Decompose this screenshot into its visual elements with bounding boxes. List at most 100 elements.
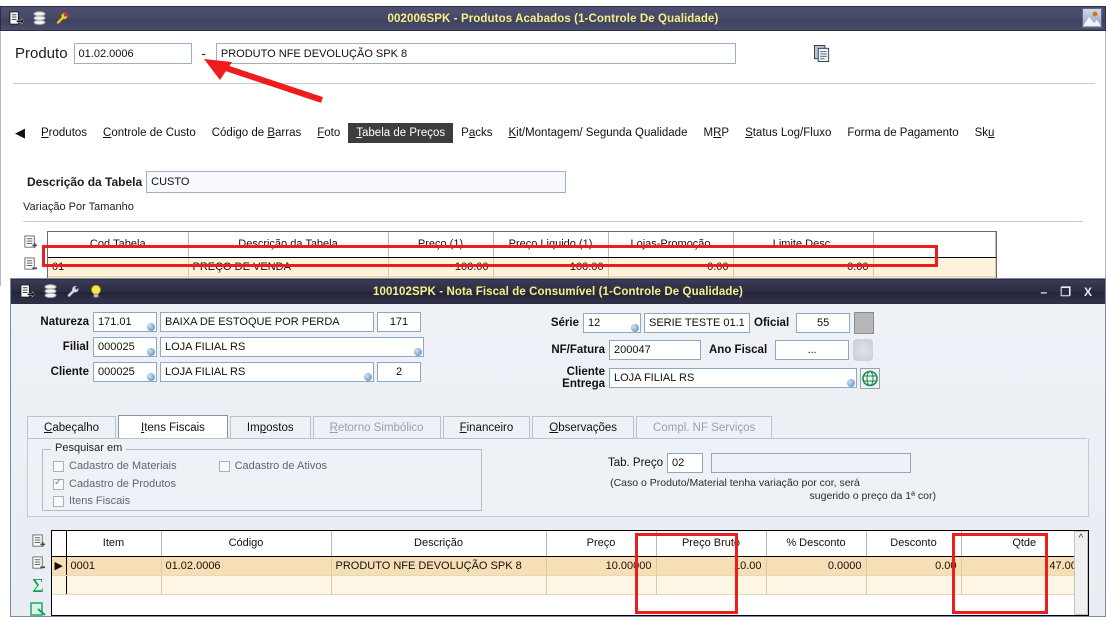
- window2-body: Natureza 171.01 BAIXA DE ESTOQUE POR PER…: [11, 304, 1105, 616]
- checkbox-cadastro-materiais[interactable]: Cadastro de Materiais: [53, 460, 177, 472]
- cliente-extra-input[interactable]: 2: [377, 362, 421, 382]
- delete-record-icon[interactable]: [17, 253, 43, 275]
- window2-titlebar[interactable]: 100102SPK - Nota Fiscal de Consumível (1…: [11, 279, 1105, 304]
- tab-foto[interactable]: Foto: [317, 127, 341, 139]
- col-limite-desc[interactable]: Limite Desc.: [733, 232, 874, 258]
- tab-status-log-fluxo[interactable]: Status Log/Fluxo: [745, 127, 832, 139]
- traffic-light-icon[interactable]: [33, 11, 46, 26]
- tab-mrp[interactable]: MRP: [703, 127, 730, 139]
- col-codigo[interactable]: Código: [161, 531, 332, 557]
- close-button[interactable]: X: [1083, 284, 1092, 299]
- col-lojas-promocao[interactable]: Lojas-Promoção: [608, 232, 734, 258]
- tab-codigo-de-barras[interactable]: Código de Barras: [211, 127, 302, 139]
- tab-controle-de-custo[interactable]: Controle de Custo: [103, 127, 196, 139]
- tab-kit-montagem[interactable]: Kit/Montagem/ Segunda Qualidade: [508, 127, 688, 139]
- export-doc-icon[interactable]: [9, 11, 25, 26]
- checkbox-box-icon[interactable]: [53, 460, 64, 472]
- filial-code-input[interactable]: 000025: [93, 337, 157, 357]
- wrench-icon[interactable]: [55, 11, 69, 26]
- filial-row: Filial 000025 LOJA FILIAL RS: [21, 337, 481, 357]
- oficial-input[interactable]: 55: [796, 313, 851, 333]
- serie-code-input[interactable]: 12: [583, 313, 641, 333]
- tab-preco-desc-input[interactable]: [710, 453, 911, 473]
- col-qtde[interactable]: Qtde: [961, 531, 1088, 557]
- tab-preco-input[interactable]: 02: [666, 453, 703, 473]
- window1-titlebar[interactable]: 002006SPK - Produtos Acabados (1-Control…: [0, 6, 1106, 31]
- tab-tabela-de-precos[interactable]: Tabela de Preços: [348, 123, 454, 143]
- itens-fiscais-panel: Pesquisar em Cadastro de Materiais Cadas…: [27, 439, 1089, 517]
- minimize-button[interactable]: –: [1040, 284, 1048, 299]
- sum-sigma-icon[interactable]: Σ: [32, 575, 44, 597]
- tab-sku[interactable]: Sku: [974, 127, 995, 139]
- tab-itens-fiscais[interactable]: Itens Fiscais: [118, 415, 228, 442]
- tabs-underline: [27, 438, 1087, 439]
- itens-fiscais-grid[interactable]: Item Código Descrição Preço Preço Bruto …: [51, 530, 1089, 616]
- export-excel-icon[interactable]: [25, 598, 51, 617]
- ano-fiscal-input[interactable]: ...: [775, 340, 850, 360]
- checkbox-label: Cadastro de Materiais: [69, 460, 177, 472]
- col-item[interactable]: Item: [66, 531, 162, 557]
- col-desconto[interactable]: Desconto: [866, 531, 962, 557]
- cliente-entrega-input[interactable]: LOJA FILIAL RS: [609, 368, 857, 388]
- scroll-up-arrow-icon[interactable]: ^: [1078, 533, 1084, 544]
- table-row[interactable]: 01 PREÇO DE VENDA 100.00 100.00 0.00 0.0…: [48, 257, 996, 277]
- col-preco-bruto[interactable]: Preço Bruto: [656, 531, 767, 557]
- produto-separator: -: [201, 46, 206, 61]
- table-row[interactable]: [52, 575, 1088, 595]
- cell-preco: 100.00: [388, 257, 494, 277]
- checkbox-cadastro-produtos[interactable]: Cadastro de Produtos: [53, 477, 176, 490]
- col-cod-tabela[interactable]: Cod.Tabela: [48, 232, 189, 258]
- checkbox-box-icon[interactable]: [218, 460, 230, 472]
- tab-produtos[interactable]: Produtos: [41, 127, 88, 139]
- natureza-code-input[interactable]: 171.01: [93, 312, 157, 332]
- col-descricao-tabela[interactable]: Descrição da Tabela: [188, 232, 389, 258]
- window2-title: 100102SPK - Nota Fiscal de Consumível (1…: [373, 285, 743, 298]
- produto-code-input[interactable]: 01.02.0006: [73, 43, 192, 64]
- clip-globe-icon[interactable]: [860, 367, 880, 389]
- lightbulb-icon[interactable]: [89, 284, 103, 299]
- nf-fatura-input[interactable]: 200047: [609, 340, 701, 360]
- tabs-scroll-left-icon[interactable]: ◀: [15, 125, 25, 140]
- serie-name-input[interactable]: SERIE TESTE 01.1: [644, 313, 750, 333]
- traffic-light-icon[interactable]: [44, 284, 57, 299]
- checkbox-box-checked-icon[interactable]: [53, 477, 64, 490]
- descricao-tabela-input[interactable]: CUSTO: [146, 171, 567, 193]
- add-record-icon[interactable]: [17, 231, 43, 253]
- descricao-tabela-row: Descrição da Tabela CUSTO: [27, 171, 567, 193]
- checkbox-itens-fiscais[interactable]: Itens Fiscais: [53, 495, 130, 507]
- nf-tabs: Cabeçalho Itens Fiscais Impostos Retorno…: [27, 414, 774, 442]
- col-preco-liquido[interactable]: Preço Liquido (1): [493, 232, 609, 258]
- col-pct-desconto[interactable]: % Desconto: [766, 531, 867, 557]
- natureza-name-input[interactable]: BAIXA DE ESTOQUE POR PERDA: [160, 312, 374, 332]
- tab-forma-de-pagamento[interactable]: Forma de Pagamento: [847, 127, 959, 139]
- filial-name-input[interactable]: LOJA FILIAL RS: [160, 337, 424, 357]
- maximize-button[interactable]: ❐: [1060, 284, 1071, 299]
- col-preco[interactable]: Preço (1): [388, 232, 494, 258]
- col-preco[interactable]: Preço: [546, 531, 657, 557]
- export-doc-icon[interactable]: [20, 284, 36, 299]
- grid2-vertical-scrollbar[interactable]: ^: [1074, 531, 1088, 615]
- cliente-label: Cliente: [50, 366, 89, 378]
- variacao-por-tamanho-label: Variação Por Tamanho: [23, 201, 134, 213]
- cliente-code-input[interactable]: 000025: [93, 362, 157, 382]
- image-thumbnail-icon[interactable]: [1082, 8, 1102, 28]
- table-header-row: Item Código Descrição Preço Preço Bruto …: [52, 531, 1088, 557]
- serie-row: Série 12 SERIE TESTE 01.1 Oficial 55: [531, 312, 951, 334]
- copy-icon[interactable]: [813, 44, 831, 63]
- cliente-name-input[interactable]: LOJA FILIAL RS: [160, 362, 374, 382]
- wrench-icon[interactable]: [66, 284, 80, 299]
- row-marker-icon: ▶: [52, 556, 67, 576]
- col-extra[interactable]: [873, 232, 996, 258]
- tab-impostos[interactable]: Impostos: [229, 416, 311, 441]
- checkbox-box-icon[interactable]: [53, 495, 64, 507]
- delete-record-icon[interactable]: [25, 552, 51, 574]
- tab-packs[interactable]: Packs: [461, 127, 493, 139]
- descricao-tabela-label: Descrição da Tabela: [27, 175, 143, 189]
- col-descricao[interactable]: Descrição: [331, 531, 547, 557]
- checkbox-cadastro-ativos[interactable]: Cadastro de Ativos: [218, 460, 327, 472]
- produto-name-input[interactable]: PRODUTO NFE DEVOLUÇÃO SPK 8: [215, 43, 736, 64]
- add-record-icon[interactable]: [25, 530, 51, 552]
- table-row[interactable]: ▶ 0001 01.02.0006 PRODUTO NFE DEVOLUÇÃO …: [52, 556, 1088, 576]
- natureza-extra-input[interactable]: 171: [377, 312, 421, 332]
- cell-preco-liquido: 100.00: [493, 257, 609, 277]
